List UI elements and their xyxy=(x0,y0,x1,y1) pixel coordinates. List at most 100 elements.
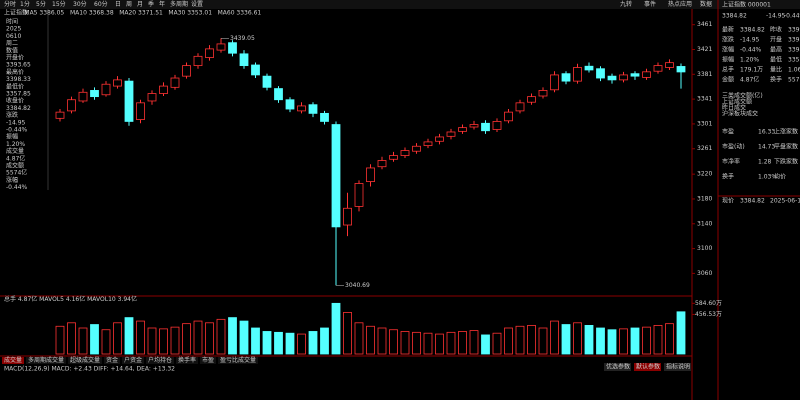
info-cell: 收盘价 xyxy=(6,97,24,105)
quote-cell: 3357.85 xyxy=(788,57,800,64)
period-tab[interactable]: 日 xyxy=(115,1,121,8)
info-cell: -0.44% xyxy=(6,127,28,134)
macd-button[interactable]: 优选参数 xyxy=(606,363,630,371)
toolbar-link[interactable]: 九转 xyxy=(620,0,632,8)
tab-bg xyxy=(122,357,144,364)
candle-body xyxy=(584,65,594,71)
period-tab[interactable]: 年 xyxy=(159,0,165,8)
quote-name: 上证指数 000001 xyxy=(722,1,771,9)
indicator-tab[interactable]: 多周期成交量 xyxy=(28,356,64,364)
volume-bar xyxy=(515,325,525,355)
info-cell: -0.44% xyxy=(6,184,28,191)
candle-body xyxy=(113,79,122,87)
indicator-tab[interactable]: 市盈 xyxy=(202,356,214,364)
period-tab[interactable]: 季 xyxy=(148,0,154,8)
quote-stat: 1.03% xyxy=(758,174,777,181)
indicator-tab[interactable]: 成交量 xyxy=(4,356,22,364)
annotation: 3040.69 xyxy=(345,282,370,289)
volume-bar xyxy=(308,331,318,355)
info-cell: 数值 xyxy=(6,46,18,54)
candle-body xyxy=(630,73,640,77)
indicator-tab[interactable]: 户均持仓 xyxy=(148,356,172,364)
ma-label: MA5 3386.05 xyxy=(24,10,64,17)
y-tick-label: 3301 xyxy=(697,120,712,127)
quote-change: -14.95 xyxy=(766,13,786,20)
period-tab[interactable]: 分时 xyxy=(4,0,16,8)
candle-body xyxy=(216,43,226,51)
indicator-tab[interactable]: 换手率 xyxy=(178,356,196,364)
macd-button[interactable]: 默认参数 xyxy=(636,363,660,371)
period-tab[interactable]: 30分 xyxy=(73,0,87,8)
candle-body xyxy=(676,66,686,73)
volume-bar xyxy=(573,322,582,355)
candle-body xyxy=(596,68,605,79)
quote-stat: 市盈(动) xyxy=(722,143,745,151)
period-tab[interactable]: 60分 xyxy=(94,0,108,8)
quote-extra: 三类成交额(亿) xyxy=(722,92,763,100)
volume-bar xyxy=(205,322,214,355)
indicator-tab[interactable]: 资金 xyxy=(106,356,118,364)
quote-cell: 1.06 xyxy=(788,67,800,74)
candle-body xyxy=(78,91,88,102)
tab-bg xyxy=(200,357,216,364)
volume-bar xyxy=(538,327,548,355)
period-tab[interactable]: 周 xyxy=(126,1,132,8)
period-tab[interactable]: 月 xyxy=(137,1,143,8)
volume-bar xyxy=(113,322,122,355)
quote-cell: 振幅 xyxy=(722,56,734,64)
period-tab[interactable]: 设置 xyxy=(191,0,203,8)
y-tick-label: 3180 xyxy=(697,195,712,202)
info-cell: 4.87亿 xyxy=(6,154,25,162)
candle-body xyxy=(320,112,329,122)
volume-bar xyxy=(596,327,605,355)
candle-body xyxy=(446,131,456,137)
info-cell: 最低价 xyxy=(6,82,24,90)
candle-body xyxy=(228,42,237,54)
quote-extra: 沪深板块成交 xyxy=(722,110,758,118)
quote-stat: 换手 xyxy=(722,173,734,181)
y-tick-label: 3060 xyxy=(697,270,712,277)
ma-label: MA30 3353.01 xyxy=(168,10,212,17)
tab-bg xyxy=(68,357,102,364)
tab-bg xyxy=(104,357,120,364)
quote-stat: 市净率 xyxy=(722,158,740,166)
volume-bar xyxy=(354,322,364,355)
candle-body xyxy=(182,65,191,77)
info-cell: 成交额 xyxy=(6,162,24,170)
toolbar-link[interactable]: 数据 xyxy=(700,0,712,8)
volume-bar xyxy=(481,334,490,355)
y-tick-label: 3220 xyxy=(697,171,712,178)
macd-button[interactable]: 指标说明 xyxy=(666,363,690,371)
volume-bar xyxy=(320,327,329,355)
indicator-tab[interactable]: 超级成交量 xyxy=(70,356,100,364)
volume-bar xyxy=(124,317,134,355)
candle-body xyxy=(354,183,364,207)
quote-cell: 金额 xyxy=(722,76,734,84)
period-tab[interactable]: 15分 xyxy=(52,0,66,8)
period-tab[interactable]: 多周期 xyxy=(170,0,188,8)
candle-body xyxy=(285,99,295,110)
indicator-tab[interactable]: 盈亏比成交量 xyxy=(220,356,256,364)
period-tab[interactable]: 5分 xyxy=(36,0,46,8)
period-tab[interactable]: 1分 xyxy=(20,0,30,8)
volume-bar xyxy=(262,331,272,355)
volume-bar xyxy=(90,324,99,355)
candle-body xyxy=(147,93,157,102)
indicator-tab[interactable]: 户资金 xyxy=(124,356,142,364)
toolbar-link[interactable]: 事件 xyxy=(644,0,656,8)
toolbar-bg xyxy=(0,0,800,9)
volume-bar xyxy=(389,329,398,355)
volume-bar xyxy=(239,320,249,355)
quote-cell: 4.87亿 xyxy=(740,76,759,84)
candle-body xyxy=(458,127,467,132)
quote-extra: 昨日成交 xyxy=(722,104,746,112)
y-tick-label: 3261 xyxy=(697,145,712,152)
y-tick-label: 456.53万 xyxy=(695,311,722,318)
volume-bar xyxy=(446,331,456,355)
toolbar-link[interactable]: 热点应用 xyxy=(668,0,692,8)
quote-cell: 昨收 xyxy=(770,26,782,34)
info-cell: 最高价 xyxy=(6,68,24,76)
mini-header: 现价 xyxy=(722,198,734,205)
tab-bg xyxy=(26,357,66,364)
